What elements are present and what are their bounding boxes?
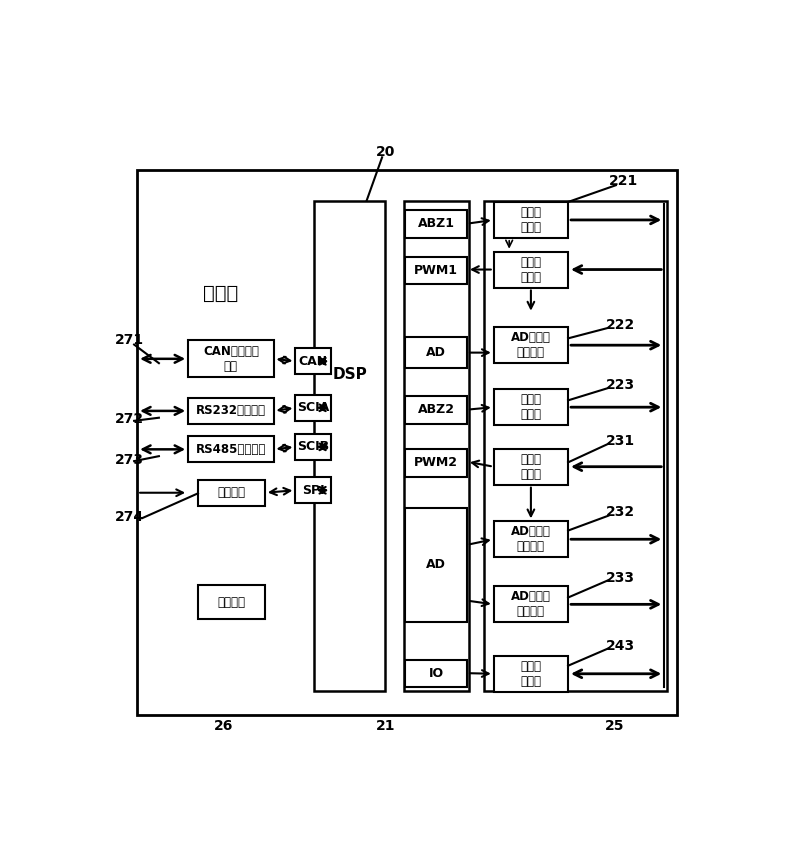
Text: SCIA: SCIA <box>297 401 330 415</box>
Bar <box>295 348 331 374</box>
Bar <box>494 389 568 425</box>
Text: 273: 273 <box>115 453 144 467</box>
Bar <box>295 434 331 460</box>
Text: RS485通讯电路: RS485通讯电路 <box>196 443 266 456</box>
Bar <box>314 200 386 690</box>
Text: AD运放与
比较电路: AD运放与 比较电路 <box>511 590 551 619</box>
Bar <box>295 477 331 503</box>
Text: CAN总线通讯
电路: CAN总线通讯 电路 <box>203 345 258 373</box>
Text: 221: 221 <box>610 174 638 187</box>
Bar <box>405 257 467 284</box>
Bar <box>295 395 331 421</box>
Text: 274: 274 <box>115 510 144 524</box>
Text: 272: 272 <box>115 412 144 426</box>
Text: 233: 233 <box>606 571 635 585</box>
Text: 控制板: 控制板 <box>203 284 238 303</box>
Bar <box>405 508 467 622</box>
Bar <box>138 169 677 715</box>
Bar <box>494 587 568 622</box>
Bar <box>494 327 568 363</box>
Text: AD: AD <box>426 558 446 571</box>
Bar <box>188 436 274 462</box>
Text: AD运放与
比较电路: AD运放与 比较电路 <box>511 525 551 553</box>
Text: 26: 26 <box>214 720 234 734</box>
Text: 232: 232 <box>606 505 635 519</box>
Text: AD: AD <box>426 346 446 359</box>
Text: AD运放与
比较电路: AD运放与 比较电路 <box>511 331 551 359</box>
Bar <box>494 448 568 485</box>
Text: 光耦合
器电路: 光耦合 器电路 <box>521 660 542 688</box>
Text: PWM2: PWM2 <box>414 456 458 469</box>
Text: 电源电路: 电源电路 <box>218 595 246 608</box>
Bar <box>494 521 568 557</box>
Bar <box>494 251 568 288</box>
Text: RS232通讯电路: RS232通讯电路 <box>196 404 266 417</box>
Text: 25: 25 <box>605 720 624 734</box>
Bar <box>198 585 265 619</box>
Bar <box>405 659 467 688</box>
Bar <box>405 337 467 368</box>
Text: 243: 243 <box>606 638 635 653</box>
Bar <box>494 656 568 692</box>
Bar <box>198 480 265 505</box>
Text: 231: 231 <box>606 435 635 448</box>
Bar <box>404 200 469 690</box>
Text: 输入缓
冲电路: 输入缓 冲电路 <box>521 206 542 234</box>
Text: 223: 223 <box>606 378 635 392</box>
Text: DSP: DSP <box>333 367 367 382</box>
Text: SCIB: SCIB <box>298 441 330 454</box>
Bar <box>405 396 467 424</box>
Bar <box>494 202 568 238</box>
Text: 输入缓
冲电路: 输入缓 冲电路 <box>521 393 542 421</box>
Text: SPI: SPI <box>302 484 325 497</box>
Text: 存储电路: 存储电路 <box>218 486 246 499</box>
Bar <box>405 210 467 238</box>
Text: PWM1: PWM1 <box>414 264 458 277</box>
Bar <box>188 398 274 424</box>
Text: 输出缓
冲电路: 输出缓 冲电路 <box>521 256 542 283</box>
Bar <box>485 200 667 690</box>
Text: ABZ2: ABZ2 <box>418 403 454 416</box>
Text: ABZ1: ABZ1 <box>418 218 454 231</box>
Text: 输出缓
冲电路: 输出缓 冲电路 <box>521 453 542 480</box>
Text: CAN: CAN <box>298 355 328 368</box>
Text: 20: 20 <box>375 145 395 159</box>
Text: IO: IO <box>429 667 444 680</box>
Bar <box>188 340 274 378</box>
Text: 222: 222 <box>606 318 635 332</box>
Text: 21: 21 <box>375 720 395 734</box>
Bar <box>405 448 467 477</box>
Text: 271: 271 <box>115 334 144 347</box>
